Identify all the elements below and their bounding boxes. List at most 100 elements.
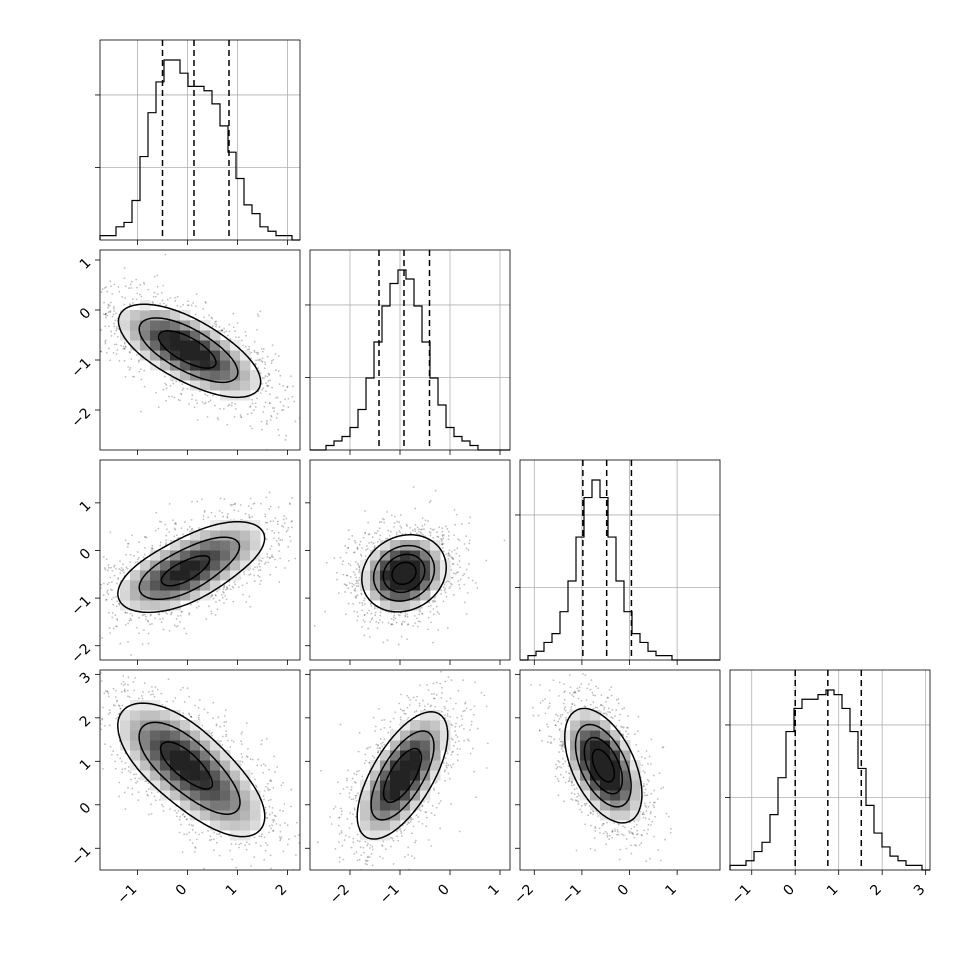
sample-point bbox=[269, 547, 272, 550]
sample-point bbox=[446, 580, 449, 583]
sample-point bbox=[122, 684, 125, 687]
sample-point bbox=[279, 830, 282, 833]
sample-point bbox=[131, 787, 134, 790]
sample-point bbox=[430, 692, 433, 695]
sample-point bbox=[230, 739, 233, 742]
sample-point bbox=[417, 530, 420, 533]
sample-point bbox=[347, 546, 349, 549]
sample-point bbox=[414, 507, 417, 510]
sample-point bbox=[107, 305, 110, 307]
sample-point bbox=[371, 864, 374, 867]
sample-point bbox=[228, 403, 231, 406]
sample-point bbox=[577, 697, 580, 700]
sample-point bbox=[180, 393, 183, 395]
sample-point bbox=[188, 831, 191, 834]
sample-point bbox=[437, 792, 440, 795]
density-cell bbox=[380, 800, 391, 811]
sample-point bbox=[173, 522, 176, 525]
sample-point bbox=[122, 568, 125, 571]
sample-point bbox=[190, 304, 193, 307]
sample-point bbox=[116, 699, 119, 702]
y-tick-label: 3 bbox=[77, 669, 95, 687]
sample-point bbox=[379, 747, 382, 750]
sample-point bbox=[113, 564, 116, 567]
sample-point bbox=[451, 738, 454, 741]
sample-point bbox=[568, 674, 571, 676]
density-cell bbox=[170, 360, 181, 371]
sample-point bbox=[455, 552, 458, 555]
density-cell bbox=[390, 590, 401, 601]
sample-point bbox=[436, 611, 439, 613]
sample-point bbox=[186, 387, 189, 390]
sample-point bbox=[632, 833, 635, 835]
sample-point bbox=[553, 719, 556, 722]
sample-point bbox=[430, 812, 433, 814]
sample-point bbox=[249, 573, 252, 576]
sample-point bbox=[118, 568, 121, 570]
sample-point bbox=[274, 353, 277, 355]
sample-point bbox=[356, 859, 359, 862]
sample-point bbox=[260, 502, 262, 505]
sample-point bbox=[237, 586, 240, 589]
sample-point bbox=[287, 397, 290, 400]
sample-point bbox=[222, 735, 224, 738]
sample-point bbox=[587, 683, 590, 686]
y-tick-label: 0 bbox=[77, 305, 95, 323]
sample-point bbox=[457, 571, 460, 574]
sample-point bbox=[562, 762, 565, 765]
sample-point bbox=[636, 829, 639, 832]
sample-point bbox=[265, 785, 267, 788]
sample-point bbox=[264, 764, 267, 767]
sample-point bbox=[440, 670, 443, 673]
y-tick-label: 0 bbox=[77, 546, 95, 564]
sample-point bbox=[94, 314, 96, 316]
sample-point bbox=[223, 498, 226, 501]
sample-point bbox=[214, 515, 217, 518]
density-cell bbox=[130, 580, 141, 591]
sample-point bbox=[429, 534, 432, 537]
sample-point bbox=[564, 690, 566, 693]
density-cell bbox=[420, 560, 431, 571]
sample-point bbox=[226, 515, 229, 518]
sample-point bbox=[378, 521, 381, 524]
density-cell bbox=[360, 830, 371, 841]
sample-point bbox=[224, 594, 227, 597]
sample-point bbox=[334, 805, 337, 808]
sample-point bbox=[571, 694, 574, 696]
sample-point bbox=[124, 297, 127, 299]
density-cell bbox=[210, 580, 221, 591]
sample-point bbox=[430, 845, 433, 847]
sample-point bbox=[116, 349, 119, 351]
sample-point bbox=[290, 520, 293, 523]
sample-point bbox=[191, 398, 193, 401]
sample-point bbox=[255, 785, 258, 788]
sample-point bbox=[106, 690, 109, 693]
sample-point bbox=[416, 625, 419, 628]
sample-point bbox=[204, 393, 207, 396]
sample-point bbox=[257, 351, 260, 354]
density-cell bbox=[370, 550, 381, 561]
sample-point bbox=[107, 306, 109, 309]
density-cell bbox=[180, 750, 191, 761]
sample-point bbox=[356, 562, 359, 565]
sample-point bbox=[345, 584, 348, 587]
sample-point bbox=[443, 770, 446, 773]
sample-point bbox=[241, 584, 244, 587]
sample-point bbox=[184, 815, 186, 818]
sample-point bbox=[606, 821, 608, 824]
sample-point bbox=[409, 699, 412, 701]
sample-point bbox=[389, 726, 392, 729]
sample-point bbox=[366, 547, 369, 550]
density-cell bbox=[180, 740, 191, 751]
density-cell bbox=[210, 800, 221, 811]
sample-point bbox=[420, 528, 422, 531]
sample-point bbox=[348, 792, 351, 795]
density-cell bbox=[410, 750, 421, 761]
sample-point bbox=[407, 696, 410, 699]
sample-point bbox=[657, 884, 659, 886]
sample-point bbox=[250, 351, 253, 354]
sample-point bbox=[448, 580, 451, 583]
sample-point bbox=[282, 518, 285, 521]
sample-point bbox=[147, 794, 149, 797]
sample-point bbox=[440, 593, 443, 595]
